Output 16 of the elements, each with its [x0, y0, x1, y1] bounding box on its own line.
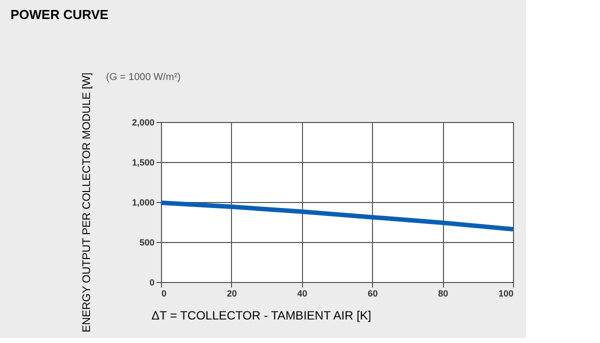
x-tick-label: 60 — [368, 288, 378, 298]
y-tick-label: 2,000 — [132, 118, 154, 128]
x-tick-label: 100 — [498, 288, 514, 298]
x-tick-label: 0 — [162, 288, 167, 298]
text: (G = 1000 W/m²) — [106, 72, 181, 83]
x-tick-label: 80 — [438, 288, 448, 298]
y-tick-label: 1,000 — [132, 198, 154, 208]
y-tick-label: 1,500 — [132, 158, 154, 168]
line-series — [158, 200, 516, 232]
y-tick-label: 0 — [149, 278, 154, 288]
x-axis-title: ΔT = TCOLLECTOR - TAMBIENT AIR [K] — [152, 308, 372, 322]
x-tick-label: 20 — [226, 288, 237, 298]
chart-title: POWER CURVE — [10, 6, 109, 22]
x-tick-label: 40 — [297, 288, 308, 298]
y-axis-title: ENERGY OUTPUT PER COLLECTOR MODULE [W] — [80, 72, 93, 332]
y-tick-label: 500 — [139, 238, 154, 248]
